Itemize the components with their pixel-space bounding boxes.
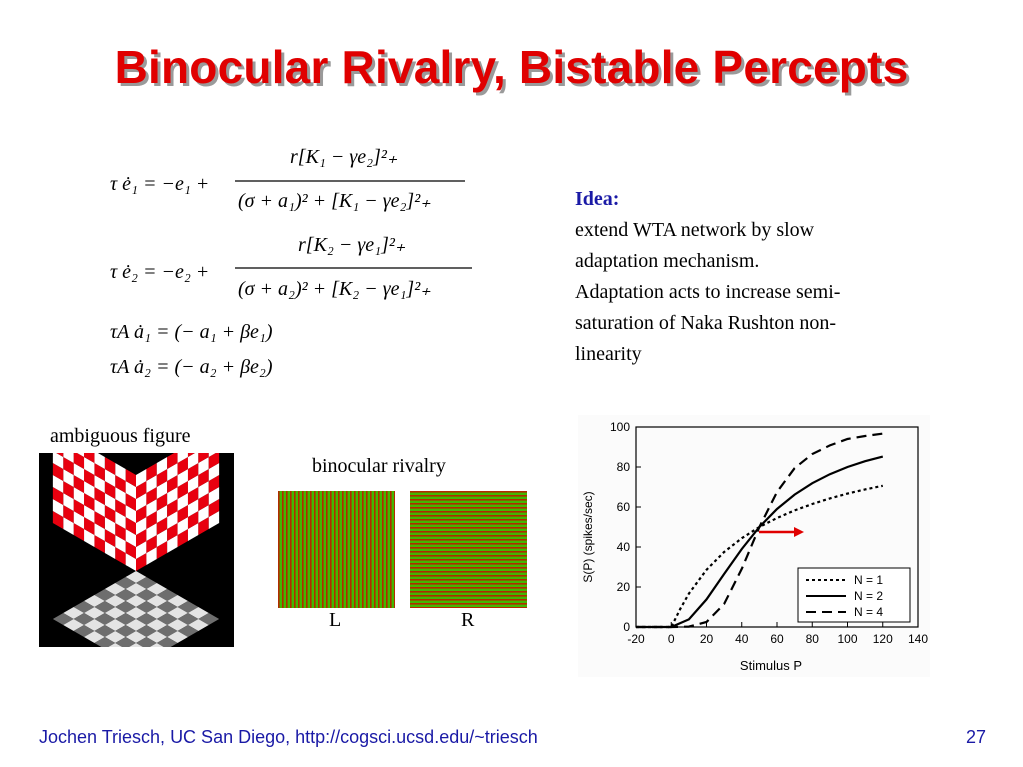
shift-arrow-icon bbox=[759, 527, 804, 537]
chart-y-axis-label: S(P) (spikes/sec) bbox=[581, 491, 595, 582]
chart-x-tick-label: 80 bbox=[806, 632, 820, 646]
idea-heading: Idea: bbox=[575, 188, 620, 210]
equation-3: τA ȧ₁ = (− a₁ + βe₁) bbox=[110, 321, 273, 343]
slide-title: Binocular Rivalry, Bistable Percepts bbox=[114, 41, 909, 93]
chart-y-tick-label: 60 bbox=[617, 500, 631, 514]
chart-x-tick-label: -20 bbox=[627, 632, 645, 646]
ambiguous-figure-caption: ambiguous figure bbox=[50, 425, 191, 447]
equation-2-denominator: (σ + a₂)² + [K₂ − γe₁]²₊ bbox=[238, 278, 431, 300]
chart-x-axis-label: Stimulus P bbox=[740, 658, 802, 673]
page-number: 27 bbox=[965, 727, 986, 747]
equation-1-denominator: (σ + a₁)² + [K₁ − γe₂]²₊ bbox=[238, 190, 431, 212]
equation-4: τA ȧ₂ = (− a₂ + βe₂) bbox=[110, 356, 273, 378]
idea-line-2: adaptation mechanism. bbox=[575, 250, 760, 272]
chart-legend-label: N = 4 bbox=[854, 605, 883, 619]
equations: τ ė₁ = −e₁ + r[K₁ − γe₂]²₊ (σ + a₁)² + [… bbox=[110, 146, 472, 378]
chart-x-tick-label: 120 bbox=[873, 632, 893, 646]
idea-line-4: saturation of Naka Rushton non- bbox=[575, 312, 837, 334]
chart-y-tick-label: 100 bbox=[610, 420, 630, 434]
chart-y-tick-label: 20 bbox=[617, 580, 631, 594]
chart-legend-label: N = 2 bbox=[854, 589, 883, 603]
chart-x-tick-label: 40 bbox=[735, 632, 749, 646]
chart-series-line-1 bbox=[636, 484, 884, 629]
idea-line-3: Adaptation acts to increase semi- bbox=[575, 281, 841, 303]
equation-2-lhs: τ ė₂ = −e₂ + bbox=[110, 261, 209, 283]
chart-legend-label: N = 1 bbox=[854, 573, 883, 587]
chart-series-line-2 bbox=[636, 455, 884, 629]
chart-y-tick-label: 80 bbox=[617, 460, 631, 474]
chart-series-line-3 bbox=[636, 432, 883, 629]
checker-left-wall bbox=[52, 453, 136, 571]
equation-2-numerator: r[K₂ − γe₁]²₊ bbox=[298, 234, 406, 256]
idea-line-1: extend WTA network by slow bbox=[575, 219, 815, 241]
chart-x-tick-label: 20 bbox=[700, 632, 714, 646]
chart-y-tick-label: 0 bbox=[623, 620, 630, 634]
right-eye-horizontal-stripes-image bbox=[410, 491, 527, 608]
chart-x-tick-label: 0 bbox=[668, 632, 675, 646]
left-eye-label: L bbox=[329, 609, 342, 631]
chart-y-tick-label: 40 bbox=[617, 540, 631, 554]
ambiguous-checker-cube-image bbox=[39, 453, 234, 647]
chart-x-tick-label: 140 bbox=[908, 632, 928, 646]
checker-right-wall bbox=[136, 453, 220, 571]
right-eye-label: R bbox=[461, 609, 475, 631]
left-eye-vertical-stripes-image bbox=[278, 491, 395, 608]
equation-1-numerator: r[K₁ − γe₂]²₊ bbox=[290, 146, 398, 168]
idea-line-5: linearity bbox=[575, 343, 642, 365]
equation-1-lhs: τ ė₁ = −e₁ + bbox=[110, 173, 209, 195]
idea-text: Idea: extend WTA network by slow adaptat… bbox=[575, 184, 955, 370]
checker-floor bbox=[52, 571, 220, 647]
chart-x-tick-label: 60 bbox=[770, 632, 784, 646]
binocular-rivalry-caption: binocular rivalry bbox=[312, 455, 446, 477]
chart-x-tick-label: 100 bbox=[837, 632, 857, 646]
footer-credit: Jochen Triesch, UC San Diego, http://cog… bbox=[39, 727, 538, 747]
